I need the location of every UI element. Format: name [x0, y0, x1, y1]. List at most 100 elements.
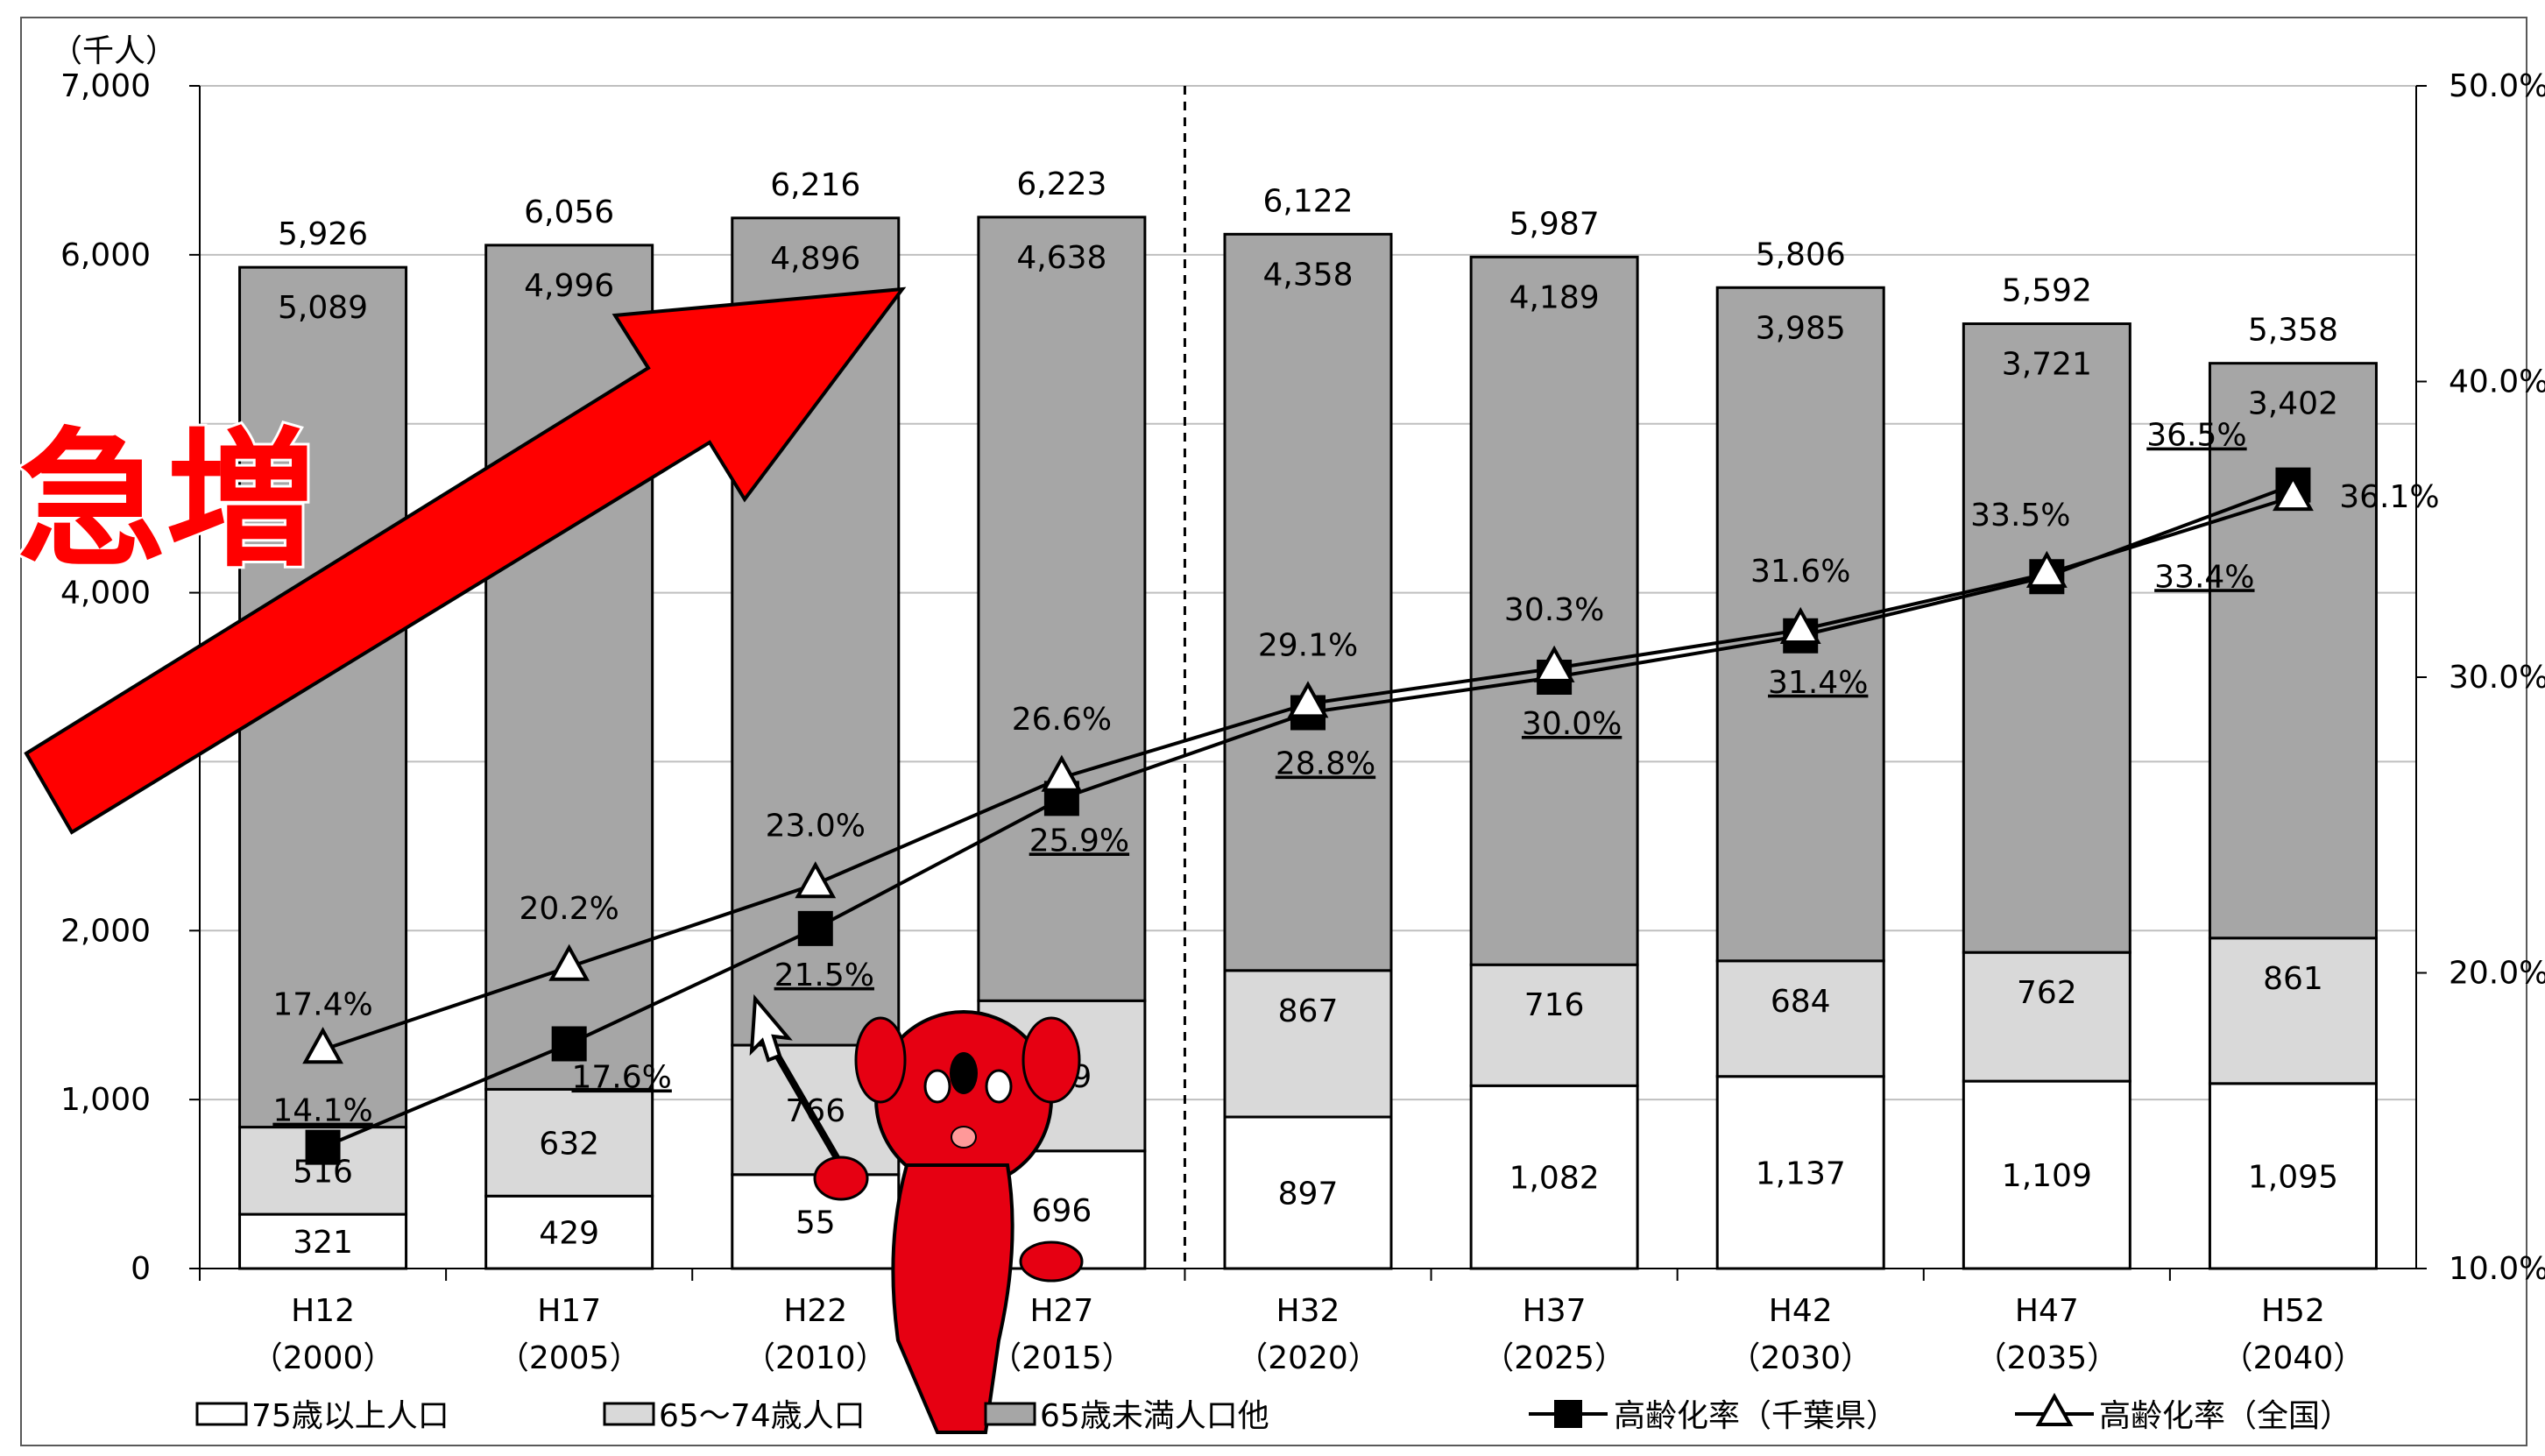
legend-label: 高齢化率（千葉県）	[1614, 1398, 1898, 1434]
legend-swatch-65-74	[603, 1402, 655, 1426]
national-rate-marker	[548, 944, 590, 981]
national-rate-marker	[302, 1027, 343, 1064]
chiba-rate-marker	[551, 1026, 587, 1062]
total-label: 6,056	[524, 194, 614, 230]
y-tick-label: 6,000	[60, 237, 151, 273]
x-tick-label: H17	[537, 1293, 601, 1329]
segment-value-label: 696	[1032, 1193, 1092, 1229]
segment-value-label: 1,109	[2002, 1158, 2092, 1194]
mascot-ear-right	[1022, 1016, 1081, 1104]
segment-value-label: 4,358	[1262, 257, 1353, 293]
national-rate-label: 30.3%	[1504, 592, 1604, 628]
legend-label: 65～74歳人口	[659, 1398, 866, 1434]
y-axis-unit-label: （千人）	[51, 33, 177, 69]
chiba-rate-label: 21.5%	[774, 958, 874, 993]
x-tick-label: （2025）	[1482, 1340, 1626, 1376]
segment-value-label: 5,089	[278, 290, 368, 326]
bar-segment-75plus	[1223, 1115, 1393, 1270]
segment-value-label: 55	[795, 1205, 836, 1240]
x-tick-label: H42	[1769, 1293, 1833, 1329]
decorations: 急増	[15, 286, 1084, 1434]
segment-value-label: 3,721	[2002, 347, 2092, 383]
bar-area	[238, 216, 2378, 1270]
bar-segment-65-74	[1962, 951, 2131, 1083]
segment-value-label: 897	[1278, 1177, 1339, 1212]
national-rate-label: 36.1%	[2339, 479, 2439, 515]
axes: 0 1,000 2,000 4,000 6,000 7,000（千人） 10.0% 20.0%…	[51, 33, 2545, 1376]
annotation-label: 急増	[18, 414, 315, 588]
chiba-rate-label: 17.6%	[571, 1060, 671, 1096]
national-rate-marker	[1041, 754, 1083, 792]
increase-arrow	[24, 286, 907, 835]
segment-value-label: 1,082	[1509, 1161, 1600, 1197]
data-labels: 5,926 6,056 6,216 6,223 6,122 5,987 5,806 5,592…	[272, 166, 2439, 1261]
national-rate-marker	[2025, 550, 2068, 588]
x-tick-label: H52	[2261, 1293, 2325, 1329]
mascot-eye-right	[985, 1069, 1013, 1104]
x-tick-label: （2035）	[1976, 1340, 2119, 1376]
bar-segment-under65	[238, 265, 408, 1129]
bar-segment-under65	[2208, 362, 2378, 940]
x-tick-label: H12	[291, 1293, 355, 1329]
total-label: 5,358	[2248, 313, 2338, 349]
bar-segment-65-74	[1715, 959, 1885, 1078]
mascot-body	[891, 1163, 1014, 1434]
total-label: 6,216	[770, 167, 860, 203]
chiba-rate-label: 33.4%	[2154, 559, 2254, 595]
chiba-rate-marker	[797, 910, 833, 946]
y-tick-label: 7,000	[60, 68, 151, 104]
legend-marker-chiba	[1554, 1400, 1582, 1428]
bar-segment-65-74	[1469, 963, 1639, 1087]
mascot-ear-left	[854, 1016, 907, 1104]
chiba-rate-label: 36.5%	[2146, 418, 2246, 454]
y-tick-label: 1,000	[60, 1082, 151, 1118]
x-tick-label: H37	[1523, 1293, 1587, 1329]
total-label: 5,592	[2002, 273, 2092, 309]
national-rate-label: 31.6%	[1750, 554, 1850, 590]
segment-value-label: 4,189	[1509, 279, 1600, 315]
bar-segment-65-74	[2208, 937, 2378, 1085]
y2-tick-label: 50.0%	[2449, 68, 2545, 104]
mascot-tongue	[951, 1126, 977, 1149]
pointer-cursor-icon	[749, 993, 793, 1063]
chiba-rate-label: 30.0%	[1522, 706, 1622, 742]
segment-value-label: 632	[539, 1126, 599, 1162]
segment-value-label: 3,402	[2248, 386, 2338, 422]
legend-swatch-75plus	[195, 1402, 248, 1426]
bar-segment-under65	[1223, 232, 1393, 972]
national-rate-marker	[1779, 606, 1821, 644]
legend: 75歳以上人口 65～74歳人口 65歳未満人口他 高齢化率（千葉県） 高齢化率（全国）	[195, 1392, 2351, 1434]
y2-tick-label: 20.0%	[2449, 956, 2545, 992]
legend-label: 65歳未満人口他	[1040, 1398, 1269, 1434]
national-rate-label: 23.0%	[766, 808, 866, 844]
total-label: 6,122	[1262, 183, 1353, 219]
rate-lines	[302, 467, 2314, 1165]
x-tick-label: H27	[1029, 1293, 1093, 1329]
bar-segment-under65	[1469, 255, 1639, 966]
legend-label: 75歳以上人口	[251, 1398, 449, 1434]
y-tick-label: 0	[131, 1251, 151, 1287]
segment-value-label: 861	[2263, 961, 2323, 997]
legend-swatch-under65	[984, 1402, 1036, 1426]
total-label: 5,926	[278, 216, 368, 252]
x-tick-label: （2040）	[2222, 1340, 2365, 1376]
national-rate-label: 29.1%	[1258, 627, 1358, 663]
y2-tick-label: 30.0%	[2449, 660, 2545, 696]
segment-value-label: 716	[1524, 987, 1585, 1023]
segment-value-label: 321	[293, 1225, 353, 1261]
national-rate-marker	[1533, 645, 1575, 682]
segment-value-label: 4,896	[770, 241, 860, 277]
bar-segment-75plus	[1715, 1075, 1885, 1270]
national-rate-label: 20.2%	[519, 891, 619, 927]
segment-value-label: 1,137	[1756, 1156, 1846, 1191]
segment-value-label: 867	[1278, 993, 1339, 1029]
segment-value-label: 762	[2017, 975, 2077, 1011]
total-label: 5,987	[1509, 206, 1600, 242]
chiba-rate-label: 31.4%	[1768, 665, 1868, 701]
bar-segment-under65	[977, 216, 1147, 1002]
chiba-rate-label: 14.1%	[272, 1093, 372, 1129]
mascot-eye-left	[923, 1069, 951, 1104]
national-rate-label: 17.4%	[272, 986, 372, 1022]
mascot-hand-left	[813, 1156, 869, 1201]
bar-segment-75plus	[1469, 1084, 1639, 1270]
